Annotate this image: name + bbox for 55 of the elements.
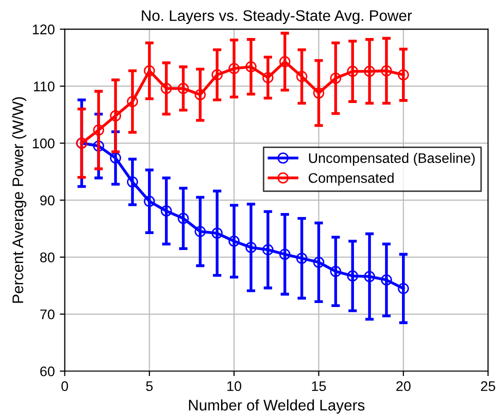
legend-label: Compensated bbox=[308, 172, 394, 186]
y-tick-label: 120 bbox=[32, 24, 54, 34]
point bbox=[212, 228, 223, 239]
chart-title: No. Layers vs. Steady-State Avg. Power bbox=[142, 10, 412, 24]
y-tick-label: 100 bbox=[32, 138, 54, 148]
legend-label: Uncompensated (Baseline) bbox=[309, 152, 475, 166]
point bbox=[144, 196, 155, 207]
point bbox=[160, 82, 172, 94]
point bbox=[212, 69, 223, 80]
point bbox=[126, 176, 138, 188]
x-tick-label: 10 bbox=[227, 381, 242, 392]
point bbox=[93, 124, 104, 136]
x-tick-label: 0 bbox=[61, 381, 68, 392]
point bbox=[398, 69, 409, 80]
point bbox=[194, 226, 206, 238]
point bbox=[228, 62, 240, 74]
point bbox=[330, 266, 342, 277]
point bbox=[126, 96, 138, 108]
y-tick-label: 70 bbox=[40, 309, 54, 320]
point bbox=[178, 82, 189, 94]
point bbox=[347, 66, 358, 77]
point bbox=[245, 61, 257, 72]
y-tick-label: 90 bbox=[40, 195, 54, 206]
point bbox=[313, 256, 324, 268]
point bbox=[279, 248, 290, 260]
y-axis-title: Percent Average Power (W/W) bbox=[12, 97, 26, 303]
point bbox=[178, 212, 189, 224]
x-tick-label: 15 bbox=[312, 381, 326, 392]
point bbox=[144, 65, 155, 76]
point bbox=[262, 244, 274, 256]
point bbox=[398, 282, 409, 294]
point bbox=[380, 274, 392, 286]
point bbox=[330, 72, 342, 84]
point bbox=[93, 140, 104, 152]
x-tick-label: 5 bbox=[146, 381, 153, 392]
point bbox=[245, 242, 257, 254]
point bbox=[194, 89, 206, 100]
point bbox=[364, 66, 376, 77]
point bbox=[228, 236, 240, 247]
point bbox=[296, 70, 308, 82]
point bbox=[296, 252, 308, 264]
y-tick-label: 60 bbox=[40, 366, 54, 376]
y-tick-label: 80 bbox=[40, 252, 54, 262]
y-tick-label: 110 bbox=[34, 82, 54, 92]
x-tick-label: 25 bbox=[481, 381, 496, 392]
point bbox=[364, 270, 376, 282]
x-tick-label: 20 bbox=[396, 381, 411, 392]
x-axis-title: Number of Welded Layers bbox=[189, 399, 364, 414]
point bbox=[160, 205, 172, 217]
point bbox=[380, 65, 392, 76]
point bbox=[279, 56, 290, 68]
point bbox=[347, 270, 358, 282]
point bbox=[313, 87, 324, 99]
point bbox=[262, 72, 274, 84]
point bbox=[110, 110, 122, 122]
